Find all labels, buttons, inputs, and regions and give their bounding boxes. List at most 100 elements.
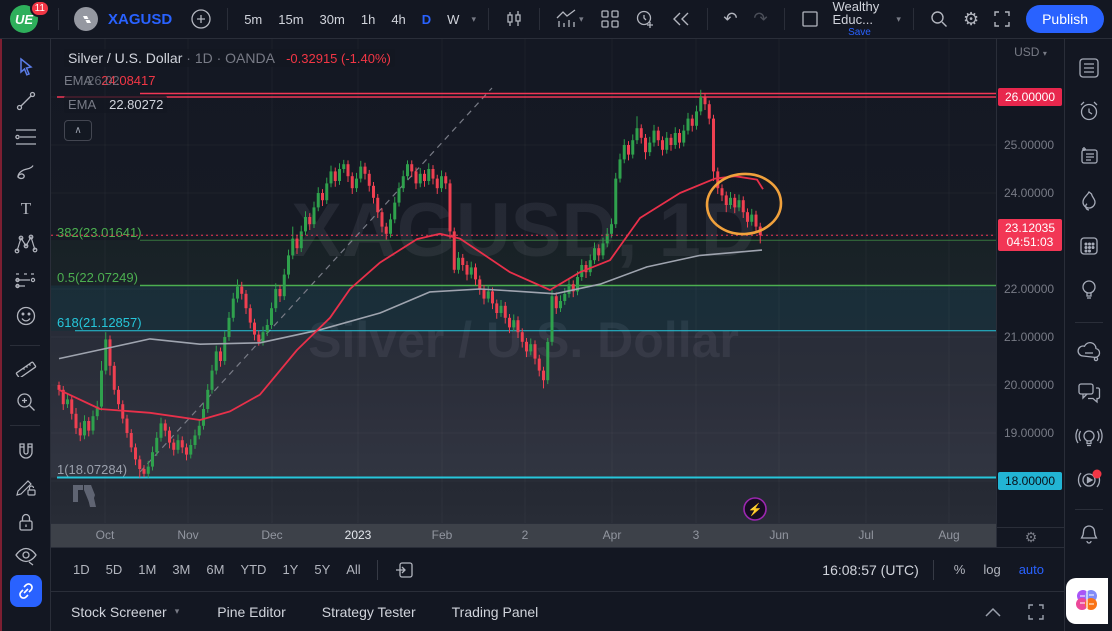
time-axis-label[interactable]: Feb: [431, 528, 453, 542]
time-axis[interactable]: Oct Nov Dec 2023 Feb 2 Apr 3 Jun Jul Aug: [51, 523, 996, 547]
ema-fast-legend-row[interactable]: EMA 26.02 24.08417: [64, 73, 156, 88]
watchlist-icon[interactable]: [1074, 53, 1104, 83]
panel-expand-chevron-icon[interactable]: [984, 606, 1002, 618]
hide-drawings-eye-icon[interactable]: [11, 541, 41, 571]
tf-4h[interactable]: 4h: [391, 11, 406, 27]
price-axis-currency-toggle[interactable]: USD ▾: [1014, 45, 1047, 59]
time-axis-label[interactable]: 2023: [344, 528, 372, 542]
go-to-date-icon[interactable]: [386, 557, 422, 583]
range-all[interactable]: All: [346, 562, 361, 577]
zoom-in-tool-icon[interactable]: [11, 387, 41, 417]
layout-dropdown-chevron-icon[interactable]: ▾: [896, 13, 901, 24]
indicators-chevron-icon[interactable]: ▾: [578, 13, 584, 24]
sync-link-button[interactable]: [10, 575, 42, 607]
indicators-button[interactable]: ▾: [550, 6, 591, 32]
alert-create-button[interactable]: [629, 6, 661, 32]
compare-add-button[interactable]: [185, 6, 217, 32]
lock-all-drawings-icon[interactable]: [11, 507, 41, 537]
tf-1d-active[interactable]: D: [421, 11, 432, 27]
layout-name[interactable]: Wealthy Educ...: [832, 0, 880, 27]
text-tool-icon[interactable]: T: [20, 199, 32, 218]
settings-gear-icon[interactable]: ⚙: [962, 8, 980, 29]
forecast-tool-icon[interactable]: [11, 265, 41, 295]
range-6m[interactable]: 6M: [206, 562, 225, 577]
search-icon[interactable]: [924, 6, 954, 32]
chat-cloud-icon[interactable]: [1074, 337, 1104, 367]
screener-chevron-icon[interactable]: ▾: [174, 606, 180, 616]
layout-grid-icon[interactable]: [595, 6, 625, 32]
axis-settings-gear-icon[interactable]: ⚙: [997, 527, 1065, 547]
time-axis-label[interactable]: 2: [521, 528, 529, 542]
range-1m[interactable]: 1M: [138, 562, 157, 577]
measure-ruler-icon[interactable]: [11, 351, 41, 381]
tf-1w[interactable]: W: [447, 11, 460, 27]
legend-collapse-button[interactable]: ∧: [64, 120, 92, 141]
log-scale-button[interactable]: log: [983, 562, 1001, 577]
publish-button[interactable]: Publish: [1026, 5, 1104, 33]
fib-retracement-tool-icon[interactable]: [11, 122, 41, 152]
redo-button[interactable]: ↷: [753, 9, 768, 28]
range-1y[interactable]: 1Y: [282, 562, 299, 577]
symbol-search-button[interactable]: XAGUSD: [69, 6, 181, 32]
time-axis-label[interactable]: Nov: [177, 528, 199, 542]
symbol-title[interactable]: Silver / U.S. Dollar: [68, 50, 183, 66]
layout-select-icon[interactable]: [795, 6, 825, 32]
tf-30m[interactable]: 30m: [319, 11, 345, 27]
range-5y[interactable]: 5Y: [314, 562, 331, 577]
layout-name-button[interactable]: Wealthy Educ... Save: [829, 0, 891, 39]
tab-pine-editor[interactable]: Pine Editor: [217, 603, 286, 620]
tf-15m[interactable]: 15m: [278, 11, 304, 27]
time-axis-label[interactable]: Oct: [95, 528, 115, 542]
browser-extension-brain-icon[interactable]: [1066, 578, 1108, 624]
notes-add-icon[interactable]: [1074, 141, 1104, 171]
tf-1h[interactable]: 1h: [360, 11, 376, 27]
private-chats-icon[interactable]: [1074, 377, 1104, 407]
economic-calendar-icon[interactable]: [1074, 231, 1104, 261]
time-axis-label[interactable]: Jul: [858, 528, 874, 542]
magnet-tool-icon[interactable]: [11, 435, 41, 465]
legend-timeframe[interactable]: 1D: [194, 50, 213, 66]
legend-exchange[interactable]: OANDA: [225, 50, 275, 66]
range-ytd[interactable]: YTD: [240, 562, 267, 577]
panel-fullscreen-icon[interactable]: [1028, 603, 1044, 620]
save-link[interactable]: Save: [848, 26, 871, 38]
hot-lists-flame-icon[interactable]: [1074, 186, 1104, 216]
drawing-mode-lock-icon[interactable]: [11, 472, 41, 502]
undo-button[interactable]: ↶: [723, 9, 738, 28]
cursor-tool-icon[interactable]: [11, 52, 41, 82]
app-logo[interactable]: UE 11: [8, 0, 50, 34]
time-axis-label[interactable]: Aug: [938, 528, 960, 542]
notifications-bell-icon[interactable]: [1074, 519, 1104, 549]
time-axis-label[interactable]: Jun: [769, 528, 789, 542]
ideas-bulb-icon[interactable]: [1074, 275, 1104, 305]
tradingview-logo-watermark[interactable]: [73, 485, 99, 512]
ema-slow-legend-row[interactable]: EMA 22.80272: [64, 96, 168, 113]
tab-trading-panel[interactable]: Trading Panel: [451, 603, 539, 620]
range-3m[interactable]: 3M: [172, 562, 191, 577]
price-axis[interactable]: USD ▾ ⚙ 26.00000 25.00000 24.00000 23.12035…: [996, 39, 1065, 547]
tab-stock-screener[interactable]: Stock Screener ▾: [71, 603, 180, 620]
trend-line-tool-icon[interactable]: [11, 86, 41, 116]
broadcast-ideas-icon[interactable]: [1074, 423, 1104, 453]
chart-style-candles-icon[interactable]: [499, 6, 529, 32]
alerts-clock-icon[interactable]: [1074, 96, 1104, 126]
price-chart[interactable]: 382(23.01641) 0.5(22.07249) 618(21.12857) 1…: [51, 39, 996, 523]
tab-strategy-tester[interactable]: Strategy Tester: [321, 603, 416, 620]
tf-5m[interactable]: 5m: [244, 11, 263, 27]
time-axis-label[interactable]: Dec: [261, 528, 283, 542]
xabcd-pattern-tool-icon[interactable]: [11, 229, 41, 259]
auto-scale-button[interactable]: auto: [1018, 562, 1044, 577]
bar-replay-icon[interactable]: [665, 6, 697, 32]
live-streams-icon[interactable]: [1074, 465, 1104, 495]
emoji-tool-icon[interactable]: [11, 301, 41, 331]
range-1d[interactable]: 1D: [73, 562, 90, 577]
time-axis-label[interactable]: Apr: [602, 528, 622, 542]
range-5d[interactable]: 5D: [105, 562, 123, 577]
chart-pane[interactable]: XAGUSD, 1D Silver / U.S. Dollar 382(23.0…: [51, 39, 996, 523]
clock-utc[interactable]: 16:08:57 (UTC): [822, 561, 919, 578]
percent-scale-button[interactable]: %: [953, 562, 966, 577]
brush-tool-icon[interactable]: [11, 157, 41, 187]
fullscreen-icon[interactable]: [988, 6, 1016, 32]
symbol-legend-row[interactable]: Silver / U.S. Dollar · 1D · OANDA -0.329…: [64, 49, 395, 67]
time-axis-label[interactable]: 3: [692, 528, 700, 542]
